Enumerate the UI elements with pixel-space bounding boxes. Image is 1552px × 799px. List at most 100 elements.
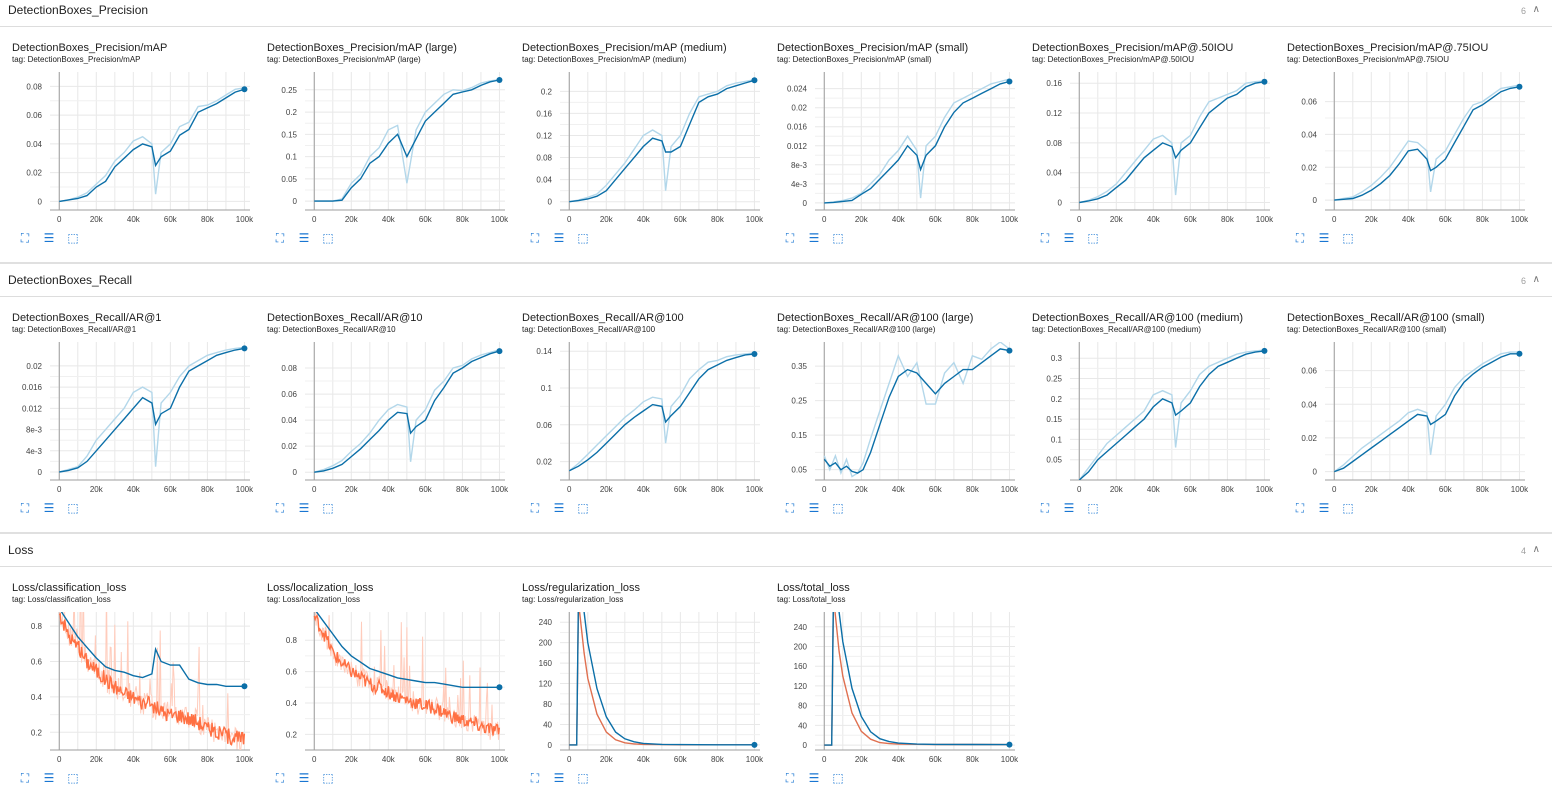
- fit-domain-icon[interactable]: ⬚: [67, 501, 79, 515]
- chevron-up-icon[interactable]: ∧: [1532, 4, 1540, 15]
- raw-series-line: [824, 78, 1010, 204]
- chart-tag: tag: DetectionBoxes_Recall/AR@1: [12, 325, 137, 334]
- fullscreen-icon[interactable]: ⛶: [20, 231, 30, 245]
- chart-plot[interactable]: 0.05 0.15 0.25 0.35 0 20k 40k 60k 80k 100k: [765, 340, 1020, 494]
- toggle-log-icon[interactable]: ☰: [553, 771, 565, 785]
- toggle-log-icon[interactable]: ☰: [298, 501, 310, 515]
- fullscreen-icon[interactable]: ⛶: [530, 771, 540, 785]
- fullscreen-icon[interactable]: ⛶: [275, 501, 285, 515]
- chart-plot[interactable]: 0.2 0.4 0.6 0.8 0 20k 40k 60k 80k 100k: [0, 610, 255, 764]
- fullscreen-icon[interactable]: ⛶: [785, 771, 795, 785]
- toggle-log-icon[interactable]: ☰: [553, 231, 565, 245]
- fit-domain-icon[interactable]: ⬚: [1342, 501, 1354, 515]
- fullscreen-icon[interactable]: ⛶: [785, 231, 795, 245]
- chart-card: DetectionBoxes_Precision/mAP@.75IOU tag: …: [1275, 42, 1530, 252]
- fit-domain-icon[interactable]: ⬚: [832, 231, 844, 245]
- section-header[interactable]: Loss 4 ∧: [0, 540, 1552, 567]
- chart-plot[interactable]: 0 4e-3 8e-3 0.012 0.016 0.02 0 20k 40k 60k 80k 100k: [0, 340, 255, 494]
- smoothed-series-line: [824, 80, 1010, 204]
- fit-domain-icon[interactable]: ⬚: [577, 501, 589, 515]
- fit-domain-icon[interactable]: ⬚: [322, 231, 334, 245]
- chart-plot[interactable]: 0.05 0.1 0.15 0.2 0.25 0.3 0 20k 40k 60k 80k 100k: [1020, 340, 1275, 494]
- y-tick-label: 0.2: [31, 728, 43, 737]
- fullscreen-icon[interactable]: ⛶: [785, 501, 795, 515]
- fit-domain-icon[interactable]: ⬚: [1087, 501, 1099, 515]
- fullscreen-icon[interactable]: ⛶: [275, 771, 285, 785]
- fullscreen-icon[interactable]: ⛶: [1295, 501, 1305, 515]
- x-tick-label: 20k: [1365, 215, 1379, 224]
- raw-series-line: [59, 346, 245, 473]
- toggle-log-icon[interactable]: ☰: [298, 231, 310, 245]
- toggle-log-icon[interactable]: ☰: [1063, 231, 1075, 245]
- toggle-log-icon[interactable]: ☰: [553, 501, 565, 515]
- chart-plot[interactable]: 0 0.04 0.08 0.12 0.16 0 20k 40k 60k 80k 100k: [1020, 70, 1275, 224]
- chart-plot[interactable]: 0 40 80 120 160 200 240 0 20k 40k 60k 80k 100k: [765, 610, 1020, 764]
- y-tick-label: 200: [794, 643, 808, 652]
- toggle-log-icon[interactable]: ☰: [43, 501, 55, 515]
- fullscreen-icon[interactable]: ⛶: [1040, 231, 1050, 245]
- chart-plot[interactable]: 0 0.02 0.04 0.06 0 20k 40k 60k 80k 100k: [1275, 340, 1530, 494]
- x-tick-label: 0: [1077, 485, 1082, 494]
- fullscreen-icon[interactable]: ⛶: [275, 231, 285, 245]
- toggle-log-icon[interactable]: ☰: [43, 231, 55, 245]
- fit-domain-icon[interactable]: ⬚: [1342, 231, 1354, 245]
- fullscreen-icon[interactable]: ⛶: [20, 501, 30, 515]
- fullscreen-icon[interactable]: ⛶: [530, 231, 540, 245]
- fit-domain-icon[interactable]: ⬚: [832, 501, 844, 515]
- toggle-log-icon[interactable]: ☰: [43, 771, 55, 785]
- y-tick-label: 80: [798, 702, 807, 711]
- x-tick-label: 60k: [674, 755, 688, 764]
- y-tick-label: 0.15: [281, 130, 297, 139]
- fit-domain-icon[interactable]: ⬚: [67, 771, 79, 785]
- x-tick-label: 100k: [1001, 215, 1019, 224]
- chart-tag: tag: DetectionBoxes_Recall/AR@100 (large…: [777, 325, 936, 334]
- toggle-log-icon[interactable]: ☰: [1318, 231, 1330, 245]
- fit-domain-icon[interactable]: ⬚: [577, 231, 589, 245]
- toggle-log-icon[interactable]: ☰: [808, 231, 820, 245]
- fit-domain-icon[interactable]: ⬚: [577, 771, 589, 785]
- chart-plot[interactable]: 0 0.04 0.08 0.12 0.16 0.2 0 20k 40k 60k 80k 100k: [510, 70, 765, 224]
- series-group: [1334, 84, 1520, 201]
- x-tick-label: 20k: [1110, 485, 1124, 494]
- section-header[interactable]: DetectionBoxes_Recall 6 ∧: [0, 270, 1552, 297]
- toggle-log-icon[interactable]: ☰: [808, 771, 820, 785]
- section-header[interactable]: DetectionBoxes_Precision 6 ∧: [0, 0, 1552, 27]
- fullscreen-icon[interactable]: ⛶: [1295, 231, 1305, 245]
- x-tick-label: 60k: [674, 215, 688, 224]
- fit-domain-icon[interactable]: ⬚: [322, 501, 334, 515]
- fit-domain-icon[interactable]: ⬚: [832, 771, 844, 785]
- chart-plot[interactable]: 0.02 0.06 0.1 0.14 0 20k 40k 60k 80k 100k: [510, 340, 765, 494]
- chart-plot[interactable]: 0 4e-3 8e-3 0.012 0.016 0.02 0.024 0 20k 40k 60k 80…: [765, 70, 1020, 224]
- eval-series-line: [315, 612, 500, 688]
- toggle-log-icon[interactable]: ☰: [1318, 501, 1330, 515]
- y-tick-label: 0.02: [1301, 434, 1317, 443]
- toggle-log-icon[interactable]: ☰: [808, 501, 820, 515]
- fullscreen-icon[interactable]: ⛶: [20, 771, 30, 785]
- fullscreen-icon[interactable]: ⛶: [1040, 501, 1050, 515]
- x-tick-label: 60k: [929, 485, 943, 494]
- chart-plot[interactable]: 0 0.05 0.1 0.15 0.2 0.25 0 20k 40k 60k 80k 100k: [255, 70, 510, 224]
- x-tick-label: 40k: [1402, 485, 1416, 494]
- x-tick-label: 80k: [966, 485, 980, 494]
- chart-plot[interactable]: 0 40 80 120 160 200 240 0 20k 40k 60k 80k 100k: [510, 610, 765, 764]
- chart-title: DetectionBoxes_Precision/mAP@.75IOU: [1287, 42, 1489, 54]
- x-tick-label: 60k: [929, 215, 943, 224]
- chevron-up-icon[interactable]: ∧: [1532, 274, 1540, 285]
- toggle-log-icon[interactable]: ☰: [298, 771, 310, 785]
- fit-domain-icon[interactable]: ⬚: [1087, 231, 1099, 245]
- chart-plot[interactable]: 0 0.02 0.04 0.06 0 20k 40k 60k 80k 100k: [1275, 70, 1530, 224]
- fit-domain-icon[interactable]: ⬚: [322, 771, 334, 785]
- chart-plot[interactable]: 0 0.02 0.04 0.06 0.08 0 20k 40k 60k 80k 100k: [255, 340, 510, 494]
- series-group: [1078, 349, 1265, 480]
- y-tick-label: 0.2: [286, 730, 298, 739]
- series-group: [569, 79, 755, 203]
- chart-plot[interactable]: 0.2 0.4 0.6 0.8 0 20k 40k 60k 80k 100k: [255, 610, 510, 764]
- chart-plot[interactable]: 0 0.02 0.04 0.06 0.08 0 20k 40k 60k 80k 100k: [0, 70, 255, 224]
- x-tick-label: 20k: [1365, 485, 1379, 494]
- toggle-log-icon[interactable]: ☰: [1063, 501, 1075, 515]
- fit-domain-icon[interactable]: ⬚: [67, 231, 79, 245]
- chart-card: Loss/total_loss tag: Loss/total_loss 0 40 80…: [765, 582, 1020, 792]
- raw-series-line: [314, 78, 500, 202]
- fullscreen-icon[interactable]: ⛶: [530, 501, 540, 515]
- chevron-up-icon[interactable]: ∧: [1532, 544, 1540, 555]
